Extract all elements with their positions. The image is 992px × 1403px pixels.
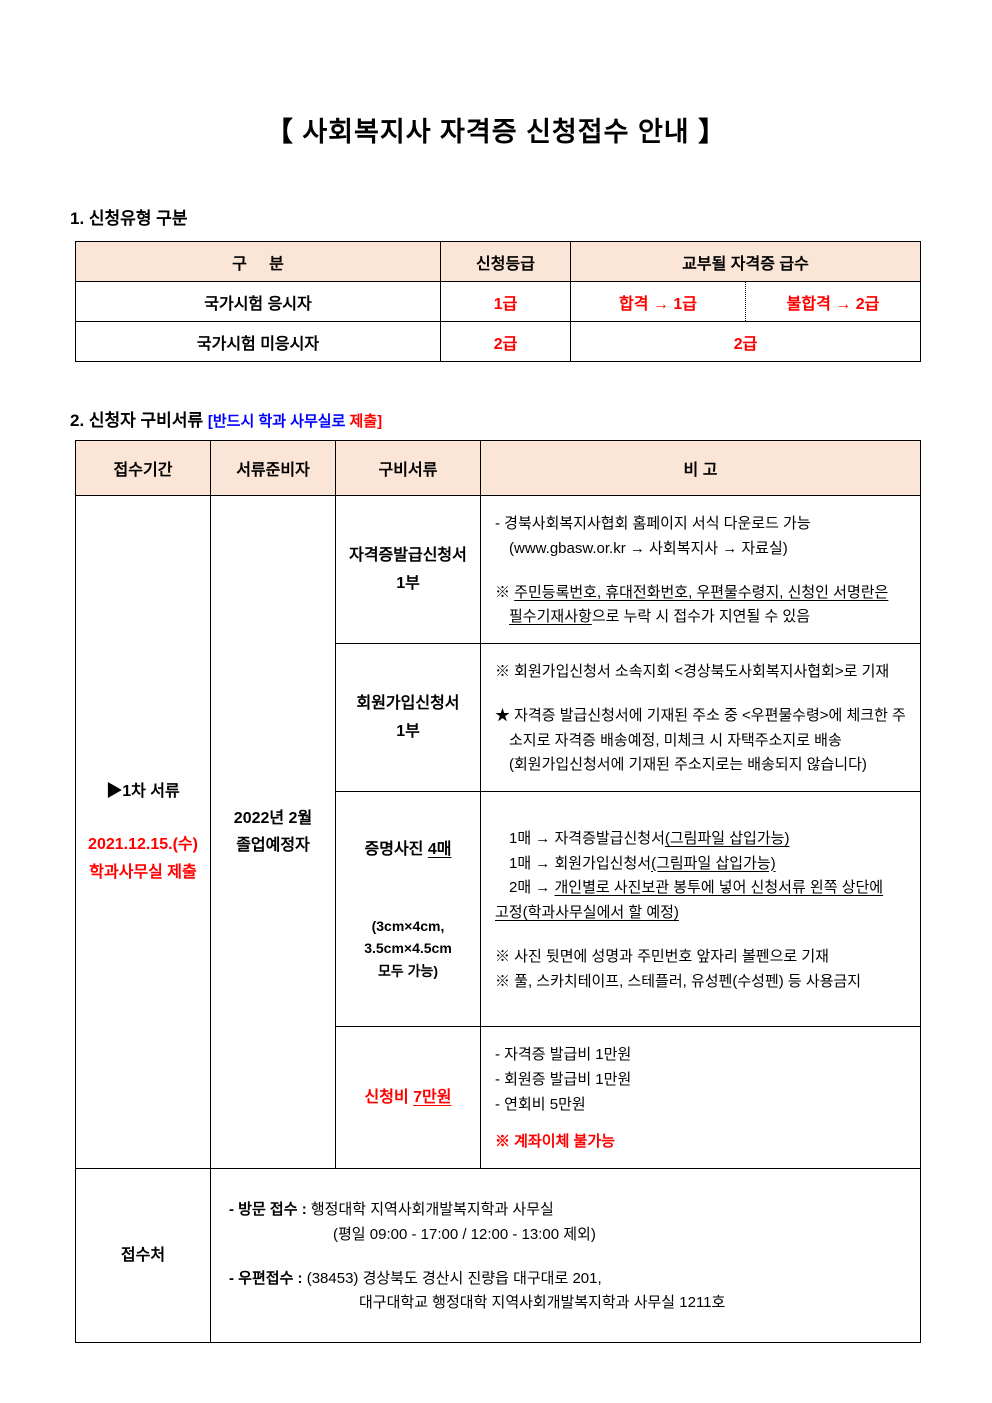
note-line: - 자격증 발급비 1만원 xyxy=(495,1046,632,1063)
cell-preparer: 2022년 2월 졸업예정자 xyxy=(210,495,336,1169)
cell-issued: 2급 xyxy=(570,321,921,362)
note-line: 2매 → 개인별로 사진보관 봉투에 넣어 신청서류 왼쪽 상단에 xyxy=(509,879,884,897)
note-line-warning: ※ 계좌이체 불가능 xyxy=(495,1133,615,1151)
section2-note-red: 제출] xyxy=(349,413,383,430)
cell-doc-membership-form: 회원가입신청서 1부 xyxy=(335,643,481,792)
cell-reception-label: 접수처 xyxy=(75,1168,211,1343)
note-line: - 경북사회복지사협회 홈페이지 서식 다운로드 가능 xyxy=(495,515,811,532)
document-title: 【 사회복지사 자격증 신청접수 안내 】 xyxy=(265,117,727,147)
doc-name: 자격증발급신청서 xyxy=(349,547,467,565)
cell-period: ▶1차 서류 2021.12.15.(수) 학과사무실 제출 xyxy=(75,495,211,1169)
table-row-membership-form: 회원가입신청서 1부 ※ 회원가입신청서 소속지회 <경상북도사회복지사협회>로… xyxy=(76,643,921,792)
header-documents: 구비서류 xyxy=(335,440,481,496)
mail-reception-line: - 우편접수 : (38453) 경상북도 경산시 진량읍 대구대로 201, xyxy=(229,1269,602,1287)
header-category: 구 분 xyxy=(75,241,441,282)
cell-grade: 1급 xyxy=(440,281,571,322)
period-title: ▶1차 서류 xyxy=(106,783,180,801)
mail-address-line: 대구대학교 행정대학 지역사회개발복지학과 사무실 1211호 xyxy=(359,1294,726,1312)
table-row-photos: 증명사진 4매 (3cm×4cm, 3.5cm×4.5cm 모두 가능) 1매 … xyxy=(76,791,921,1027)
cell-note-membership-form: ※ 회원가입신청서 소속지회 <경상북도사회복지사협회>로 기재 ★ 자격증 발… xyxy=(480,643,921,792)
cell-note-certificate-form: - 경북사회복지사협회 홈페이지 서식 다운로드 가능 (www.gbasw.o… xyxy=(480,495,921,644)
cell-fail-result: 불합격 → 2급 xyxy=(745,281,921,322)
section2-heading: 2. 신청자 구비서류 [반드시 학과 사무실로 제출] xyxy=(70,406,992,431)
header-note: 비 고 xyxy=(480,440,921,496)
note-line: ※ 회원가입신청서 소속지회 <경상북도사회복지사협회>로 기재 xyxy=(495,663,890,680)
note-line: 필수기재사항으로 누락 시 접수가 지연될 수 있음 xyxy=(509,608,811,626)
period-date: 2021.12.15.(수) xyxy=(88,836,198,854)
section2-heading-text: 2. 신청자 구비서류 xyxy=(70,411,204,430)
doc-name: 회원가입신청서 xyxy=(356,695,460,713)
photo-size-line: (3cm×4cm, xyxy=(371,918,445,934)
note-line: 고정(학과사무실에서 할 예정) xyxy=(495,904,679,921)
note-line: ※ 사진 뒷면에 성명과 주민번호 앞자리 볼펜으로 기재 xyxy=(495,947,829,965)
section2-note-blue: [반드시 학과 사무실로 xyxy=(207,413,350,430)
preparer-line1: 2022년 2월 xyxy=(233,809,313,827)
note-line: ※ 주민등록번호, 휴대전화번호, 우편물수령지, 신청인 서명란은 xyxy=(495,583,889,601)
cell-doc-fee: 신청비 7만원 xyxy=(335,1026,481,1169)
cell-category: 국가시험 응시자 xyxy=(75,281,441,322)
header-preparer: 서류준비자 xyxy=(210,440,336,496)
table-row-certificate-form: ▶1차 서류 2021.12.15.(수) 학과사무실 제출 2022년 2월 … xyxy=(75,495,921,1169)
doc-count: 1부 xyxy=(396,574,420,592)
cell-doc-photos: 증명사진 4매 (3cm×4cm, 3.5cm×4.5cm 모두 가능) xyxy=(335,791,481,1027)
cell-note-fee: - 자격증 발급비 1만원 - 회원증 발급비 1만원 - 연회비 5만원 ※ … xyxy=(480,1026,921,1169)
note-line: 1매 → 자격증발급신청서(그림파일 삽입가능) xyxy=(509,829,790,847)
table-row: 국가시험 미응시자 2급 2급 xyxy=(75,321,921,362)
photo-size-line: 3.5cm×4.5cm xyxy=(364,940,452,957)
header-grade: 신청등급 xyxy=(440,241,571,282)
cell-reception-info: - 방문 접수 : 행정대학 지역사회개발복지학과 사무실 (평일 09:00 … xyxy=(210,1168,921,1343)
note-line: ★ 자격증 발급신청서에 기재된 주소 중 <우편물수령>에 체크한 주 xyxy=(495,706,906,724)
visit-reception-line: - 방문 접수 : 행정대학 지역사회개발복지학과 사무실 xyxy=(229,1201,554,1218)
cell-note-photos: 1매 → 자격증발급신청서(그림파일 삽입가능) 1매 → 회원가입신청서(그림… xyxy=(480,791,921,1027)
note-line: 소지로 자격증 배송예정, 미체크 시 자택주소지로 배송 xyxy=(509,731,842,749)
photo-size-line: 모두 가능) xyxy=(377,962,439,979)
header-period: 접수기간 xyxy=(75,440,211,496)
table-header-row: 접수기간 서류준비자 구비서류 비 고 xyxy=(75,440,921,496)
note-line: ※ 풀, 스카치테이프, 스테플러, 유성펜(수성펜) 등 사용금지 xyxy=(495,972,862,990)
cell-grade: 2급 xyxy=(440,321,571,362)
section1-heading: 1. 신청유형 구분 xyxy=(70,209,188,228)
table-header-row: 구 분 신청등급 교부될 자격증 급수 xyxy=(75,241,921,282)
cell-pass-result: 합격 → 1급 xyxy=(570,281,746,322)
header-issued: 교부될 자격증 급수 xyxy=(570,241,921,282)
visit-hours-line: (평일 09:00 - 17:00 / 12:00 - 13:00 제외) xyxy=(333,1225,596,1243)
cell-category: 국가시험 미응시자 xyxy=(75,321,441,362)
period-submit: 학과사무실 제출 xyxy=(89,863,197,881)
note-line: (회원가입신청서에 기재된 주소지로는 배송되지 않습니다) xyxy=(509,756,867,774)
note-line: - 회원증 발급비 1만원 xyxy=(495,1070,632,1088)
doc-count: 1부 xyxy=(396,722,420,740)
doc-name: 증명사진 4매 xyxy=(364,840,452,858)
cell-doc-certificate-form: 자격증발급신청서 1부 xyxy=(335,495,481,644)
table-row: 국가시험 응시자 1급 합격 → 1급 불합격 → 2급 xyxy=(75,281,921,322)
table-row-reception: 접수처 - 방문 접수 : 행정대학 지역사회개발복지학과 사무실 (평일 09… xyxy=(75,1168,921,1343)
required-documents-table: 접수기간 서류준비자 구비서류 비 고 ▶1차 서류 2021.12.15.(수… xyxy=(75,440,921,1343)
fee-label: 신청비 7만원 xyxy=(364,1088,452,1106)
note-line: 1매 → 회원가입신청서(그림파일 삽입가능) xyxy=(509,854,776,872)
table-row-fee: 신청비 7만원 - 자격증 발급비 1만원 - 회원증 발급비 1만원 - 연회… xyxy=(76,1026,921,1169)
note-line: (www.gbasw.or.kr → 사회복지사 → 자료실) xyxy=(509,539,788,557)
preparer-line2: 졸업예정자 xyxy=(236,837,310,854)
note-line: - 연회비 5만원 xyxy=(495,1095,586,1113)
application-type-table: 구 분 신청등급 교부될 자격증 급수 국가시험 응시자 1급 합격 → 1급 … xyxy=(75,241,921,362)
